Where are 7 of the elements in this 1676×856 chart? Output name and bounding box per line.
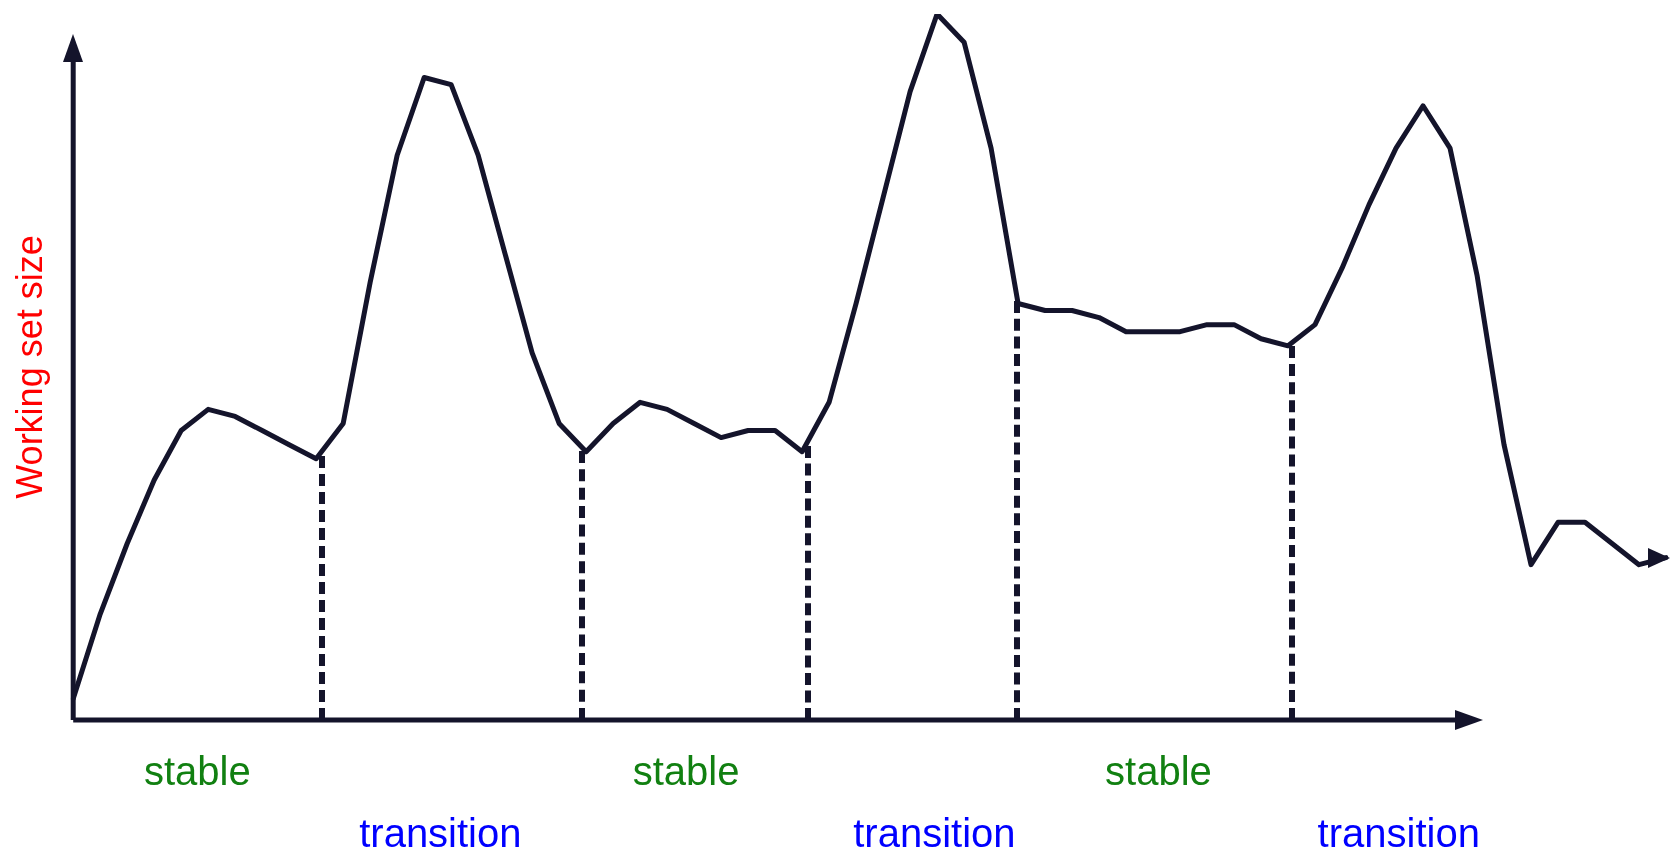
text: transition <box>1317 811 1480 856</box>
text: transition <box>359 811 522 856</box>
y-axis-title: Working set size <box>8 235 50 499</box>
text: transition <box>853 811 1016 856</box>
text: stable <box>632 749 740 794</box>
text: stable <box>144 749 251 794</box>
text: stable <box>1105 749 1212 794</box>
